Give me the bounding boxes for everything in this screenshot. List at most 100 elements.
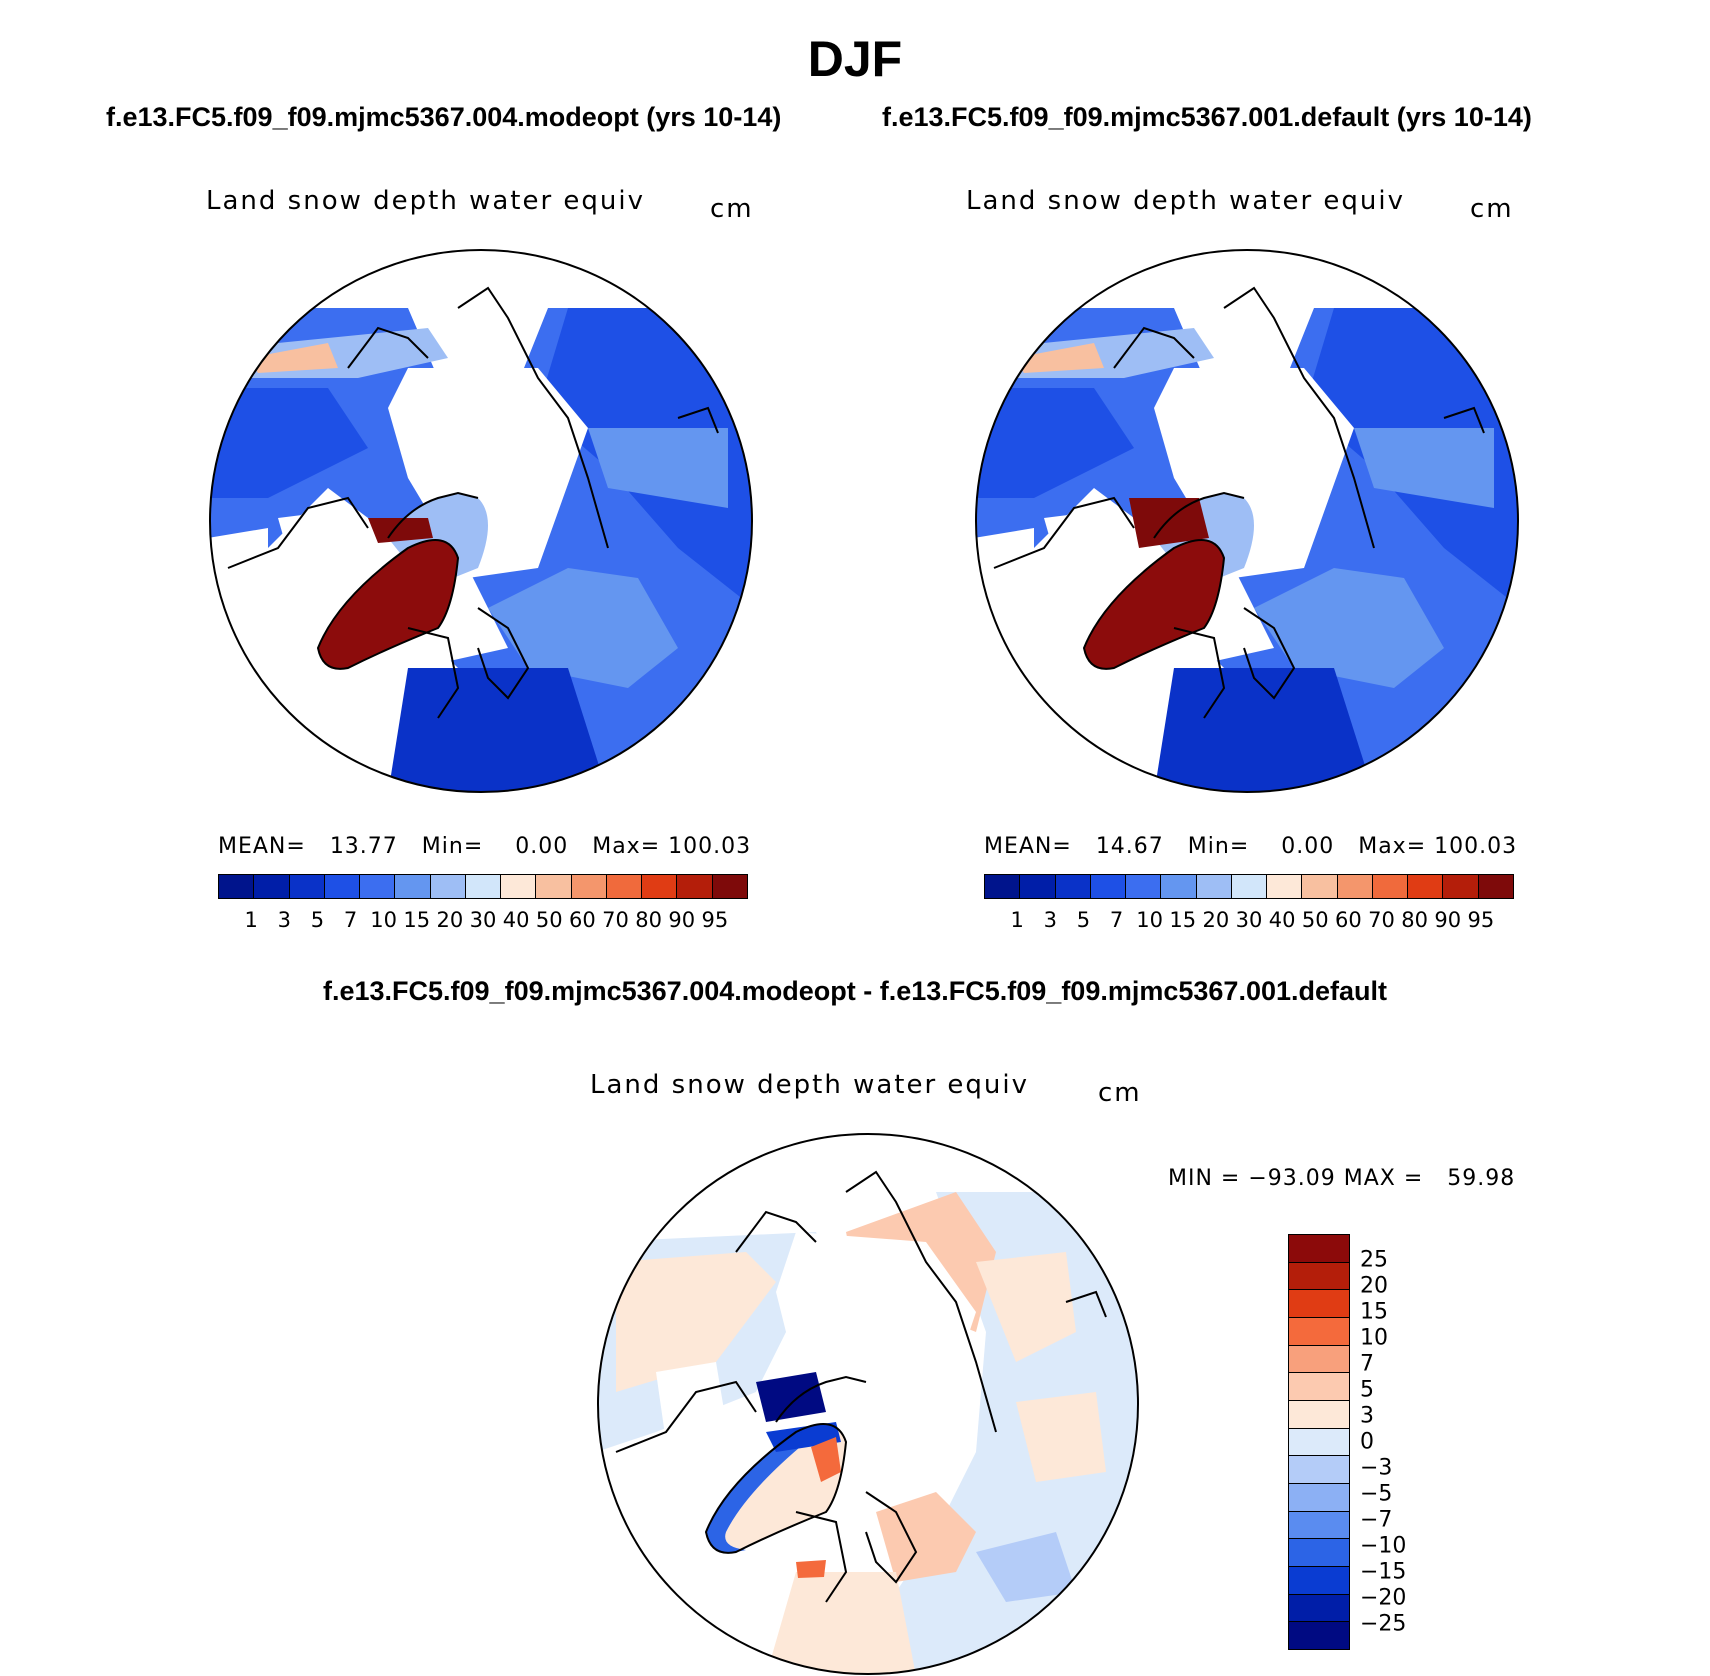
colorbar-swatch [1126, 875, 1162, 898]
colorbar-tick-label: 40 [1268, 908, 1296, 932]
diff-colorbar-swatch [1289, 1567, 1349, 1595]
colorbar-swatch [985, 875, 1021, 898]
colorbar-swatch [395, 875, 431, 898]
colorbar-swatch [1231, 875, 1268, 898]
page-title: DJF [807, 31, 903, 87]
colorbar-swatch [1267, 875, 1303, 898]
panel-2-stats: MEAN= 14.67 Min= 0.00 Max= 100.03 [984, 834, 1517, 859]
panel-2-min-value: 0.00 [1281, 834, 1335, 859]
panel-1-stats: MEAN= 13.77 Min= 0.00 Max= 100.03 [218, 834, 751, 859]
colorbar-swatch [1372, 875, 1409, 898]
diff-colorbar-tick-label: −25 [1360, 1611, 1407, 1637]
panel-1-mean-value: 13.77 [329, 834, 398, 859]
panel-1-polar-map [209, 249, 753, 793]
colorbar-swatch [501, 875, 537, 898]
colorbar-tick-label: 70 [1368, 908, 1395, 932]
diff-colorbar-swatch [1289, 1484, 1349, 1512]
colorbar-tick-label: 95 [1467, 908, 1495, 932]
diff-colorbar-swatch [1289, 1539, 1349, 1568]
diff-variable-label: Land snow depth water equiv [590, 1070, 1029, 1100]
diff-colorbar-swatch [1289, 1622, 1349, 1650]
panel-2-mean-value: 14.67 [1095, 834, 1164, 859]
colorbar-tick-label: 1 [244, 908, 258, 932]
panel-2-colorbar-labels: 1 3 5 7 10 15 20 30 40 50 60 70 80 90 95 [984, 908, 1514, 938]
diff-colorbar-tick-label: 20 [1360, 1273, 1388, 1299]
colorbar-tick-label: 20 [436, 908, 464, 932]
diff-colorbar-tick-label: −5 [1360, 1481, 1393, 1507]
colorbar-tick-label: 7 [343, 908, 358, 932]
diff-colorbar-tick-label: −10 [1360, 1533, 1407, 1559]
colorbar-tick-label: 70 [602, 908, 629, 932]
diff-colorbar-tick-label: 5 [1360, 1377, 1374, 1403]
colorbar-swatch [289, 875, 325, 898]
colorbar-swatch [1090, 875, 1127, 898]
colorbar-tick-label: 15 [1169, 908, 1197, 932]
colorbar-swatch [465, 875, 502, 898]
diff-polar-map [597, 1133, 1139, 1675]
colorbar-swatch [1443, 875, 1479, 898]
panel-1-max-label: Max= [592, 834, 661, 859]
colorbar-swatch [606, 875, 643, 898]
diff-colorbar-tick-label: −15 [1360, 1559, 1407, 1585]
colorbar-tick-label: 20 [1202, 908, 1230, 932]
diff-colorbar-tick-label: 7 [1360, 1351, 1374, 1377]
panel-2-max-label: Max= [1358, 834, 1427, 859]
colorbar-tick-label: 60 [1335, 908, 1362, 932]
diff-colorbar-tick-label: 15 [1360, 1299, 1388, 1325]
colorbar-tick-label: 3 [277, 908, 291, 932]
panel-1-mean-label: MEAN= [218, 834, 306, 859]
colorbar-tick-label: 30 [1235, 908, 1263, 932]
diff-colorbar-tick-label: −3 [1360, 1455, 1393, 1481]
colorbar-tick-label: 50 [1301, 908, 1329, 932]
panel-1-min-label: Min= [421, 834, 484, 859]
colorbar-tick-label: 15 [403, 908, 431, 932]
diff-colorbar-tick-label: 25 [1360, 1247, 1388, 1273]
colorbar-swatch [1161, 875, 1197, 898]
panel-1-variable-label: Land snow depth water equiv [206, 186, 645, 216]
diff-colorbar-swatch [1289, 1428, 1349, 1457]
colorbar-tick-label: 10 [370, 908, 397, 932]
diff-colorbar-tick-label: 10 [1360, 1325, 1388, 1351]
colorbar-swatch [324, 875, 361, 898]
panel-2-min-label: Min= [1187, 834, 1250, 859]
diff-colorbar-swatch [1289, 1401, 1349, 1429]
colorbar-swatch [430, 875, 466, 898]
diff-minmax: MIN = −93.09 MAX = 59.98 [1168, 1166, 1516, 1191]
diff-units-label: cm [1098, 1078, 1142, 1108]
panel-1-max-value: 100.03 [668, 834, 752, 859]
panel-1-subtitle: f.e13.FC5.f09_f09.mjmc5367.004.modeopt (… [106, 102, 782, 132]
diff-colorbar-swatch [1289, 1373, 1349, 1402]
diff-colorbar-swatch [1289, 1456, 1349, 1485]
colorbar-tick-label: 5 [310, 908, 325, 932]
colorbar-tick-label: 60 [569, 908, 596, 932]
colorbar-swatch [642, 875, 678, 898]
colorbar-swatch [254, 875, 290, 898]
diff-colorbar-swatch [1289, 1345, 1349, 1374]
colorbar-swatch [1196, 875, 1232, 898]
colorbar-tick-label: 30 [469, 908, 497, 932]
diff-title: f.e13.FC5.f09_f09.mjmc5367.004.modeopt -… [322, 976, 1387, 1006]
colorbar-swatch [1302, 875, 1338, 898]
colorbar-swatch [1055, 875, 1091, 898]
colorbar-tick-label: 10 [1136, 908, 1163, 932]
diff-colorbar-labels: 25 20 15 10 7 5 3 0 −3 −5 −7 −10 −15 −20 −25 [1360, 1234, 1440, 1650]
diff-colorbar-swatch [1289, 1318, 1349, 1346]
colorbar-tick-label: 50 [535, 908, 563, 932]
panel-1-colorbar [218, 874, 748, 899]
colorbar-swatch [1020, 875, 1056, 898]
diff-colorbar-swatch [1289, 1511, 1349, 1540]
panel-2-variable-label: Land snow depth water equiv [966, 186, 1405, 216]
diff-colorbar-tick-label: −7 [1360, 1507, 1393, 1533]
colorbar-tick-label: 90 [668, 908, 696, 932]
colorbar-tick-label: 95 [701, 908, 729, 932]
diff-colorbar-tick-label: 0 [1360, 1429, 1374, 1455]
colorbar-swatch [712, 875, 747, 898]
panel-2-subtitle: f.e13.FC5.f09_f09.mjmc5367.001.default (… [882, 102, 1532, 132]
diff-colorbar-swatch [1289, 1594, 1349, 1623]
panel-2-max-value: 100.03 [1434, 834, 1518, 859]
colorbar-swatch [1478, 875, 1513, 898]
colorbar-tick-label: 1 [1010, 908, 1024, 932]
colorbar-tick-label: 40 [502, 908, 530, 932]
panel-1-colorbar-labels: 1 3 5 7 10 15 20 30 40 50 60 70 80 90 95 [218, 908, 748, 938]
colorbar-swatch [219, 875, 255, 898]
